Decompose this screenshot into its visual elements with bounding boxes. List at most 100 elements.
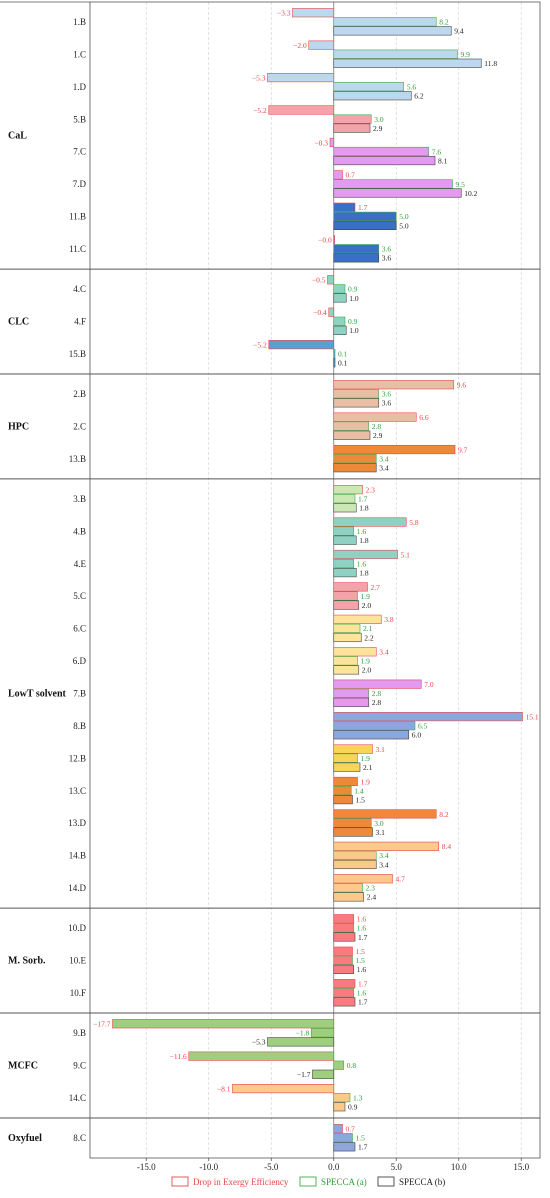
- value-label: 2.7: [371, 583, 381, 592]
- value-label: −5.2: [253, 106, 267, 115]
- value-label: −1.7: [297, 1070, 311, 1079]
- value-label: 1.8: [359, 568, 369, 577]
- value-label: 1.5: [356, 956, 366, 965]
- bar: [333, 349, 336, 359]
- bar: [333, 535, 357, 545]
- x-tick-label: -10.0: [199, 1162, 218, 1172]
- bar: [333, 591, 358, 601]
- legend-label: SPECCA (b): [399, 1177, 445, 1187]
- value-label: 1.6: [357, 915, 367, 924]
- bar: [333, 358, 336, 368]
- value-label: 0.9: [348, 285, 358, 294]
- bar: [333, 647, 377, 657]
- row-label: 10.E: [69, 956, 86, 966]
- bar: [333, 380, 455, 390]
- value-label: 1.3: [353, 1094, 363, 1103]
- row-label: 8.B: [73, 721, 86, 731]
- group-label: Oxyfuel: [8, 1133, 42, 1144]
- bar: [232, 1084, 335, 1094]
- value-label: 1.5: [356, 947, 366, 956]
- value-label: 0.1: [338, 350, 348, 359]
- value-label: 3.6: [382, 245, 392, 254]
- bar: [333, 421, 370, 431]
- bar: [333, 389, 380, 399]
- bar: [333, 244, 380, 254]
- value-label: 2.4: [367, 893, 377, 902]
- bar: [333, 325, 347, 335]
- bar: [333, 614, 382, 624]
- bar: [333, 712, 523, 722]
- value-label: −11.6: [170, 1052, 187, 1061]
- bar: [333, 82, 405, 92]
- bar: [333, 979, 356, 989]
- value-label: 1.6: [357, 559, 367, 568]
- value-label: 1.0: [349, 294, 359, 303]
- value-label: 7.0: [424, 680, 434, 689]
- bar: [333, 463, 377, 473]
- group-label: HPC: [8, 421, 29, 432]
- value-label: 1.6: [357, 924, 367, 933]
- value-label: 11.8: [484, 59, 497, 68]
- value-label: 1.6: [357, 965, 367, 974]
- bar: [327, 275, 335, 285]
- value-label: 2.9: [373, 431, 383, 440]
- bar: [333, 600, 360, 610]
- row-label: 7.D: [73, 179, 87, 189]
- bar: [333, 494, 356, 504]
- x-tick-label: -5.0: [264, 1162, 279, 1172]
- bar: [333, 859, 377, 870]
- value-label: 2.3: [366, 884, 376, 893]
- value-label: 7.6: [432, 147, 442, 156]
- bar: [333, 841, 440, 851]
- value-label: 3.1: [376, 828, 386, 837]
- bar: [333, 220, 397, 230]
- value-label: 5.0: [399, 212, 409, 221]
- value-label: 1.7: [358, 998, 368, 1007]
- bar: [333, 762, 361, 772]
- bar: [268, 105, 335, 115]
- value-label: −5.2: [253, 340, 267, 349]
- bar: [112, 1019, 335, 1029]
- value-label: 1.7: [358, 933, 368, 942]
- value-label: 6.0: [412, 731, 422, 740]
- bar: [333, 430, 371, 440]
- bar: [333, 170, 343, 180]
- group-label: LowT solvent: [8, 689, 67, 700]
- bar: [333, 293, 347, 303]
- bar: [333, 1133, 353, 1143]
- value-label: 8.1: [438, 156, 448, 165]
- value-label: 1.7: [358, 980, 368, 989]
- value-label: 1.6: [357, 989, 367, 998]
- row-label: 10.D: [68, 923, 86, 933]
- row-label: 13.C: [69, 786, 86, 796]
- row-label: 4.C: [73, 284, 86, 294]
- legend-swatch: [377, 1176, 395, 1187]
- bar: [333, 49, 458, 59]
- row-label: 1.C: [73, 49, 86, 59]
- row-label: 4.B: [73, 526, 86, 536]
- bar: [333, 874, 393, 884]
- value-label: −0.4: [313, 308, 327, 317]
- bar: [333, 785, 352, 796]
- row-label: 7.B: [73, 689, 86, 699]
- value-label: 1.4: [354, 786, 364, 795]
- plot-frame: [89, 1, 541, 1159]
- value-label: 1.9: [361, 592, 371, 601]
- bar: [333, 485, 363, 495]
- row-label: 14.B: [69, 851, 86, 861]
- value-label: −0.5: [312, 276, 326, 285]
- value-label: 1.0: [349, 326, 359, 335]
- value-label: −0.0: [318, 236, 332, 245]
- row-label: 14.D: [68, 883, 86, 893]
- bar: [333, 503, 357, 513]
- bar: [333, 17, 437, 27]
- value-label: 3.4: [379, 454, 389, 463]
- value-label: 8.2: [439, 18, 449, 27]
- value-label: 8.4: [442, 842, 452, 851]
- value-label: 9.6: [457, 381, 467, 390]
- bar: [333, 623, 361, 633]
- bar: [333, 316, 346, 326]
- bar: [333, 688, 370, 698]
- bar: [333, 179, 453, 189]
